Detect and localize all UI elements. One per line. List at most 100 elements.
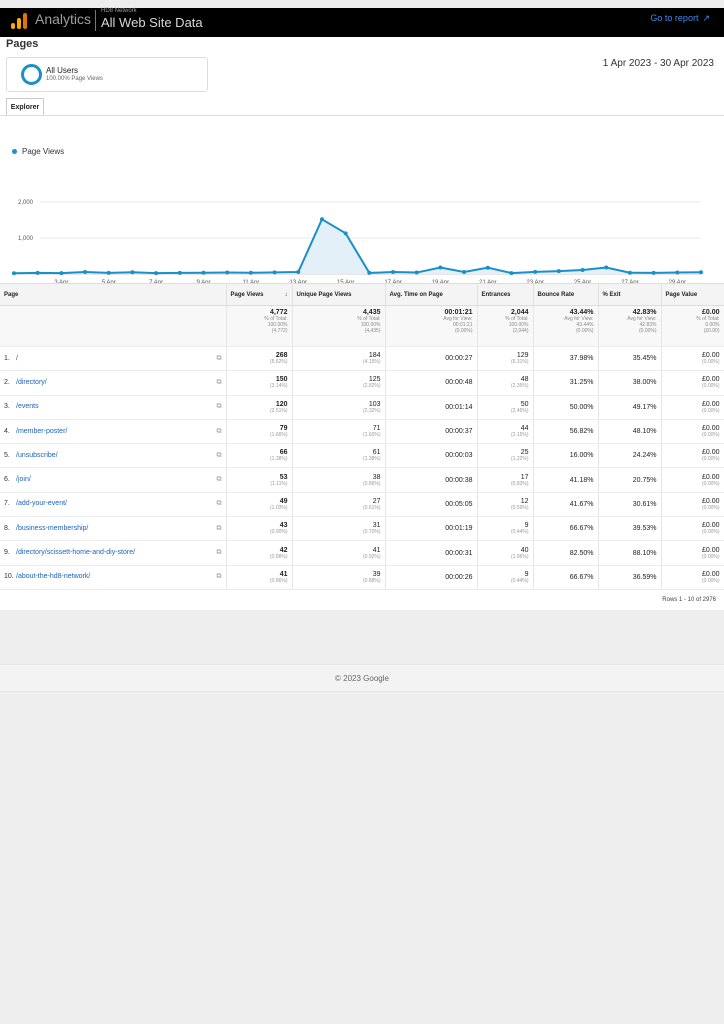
data-point — [201, 270, 206, 275]
page-link[interactable]: / — [16, 354, 18, 362]
footer: © 2023 Google — [0, 664, 724, 692]
bounce-rate-cell: 50.00% — [533, 395, 599, 420]
open-page-icon[interactable]: ⧉ — [216, 476, 222, 484]
totals-line: 100.00% — [508, 322, 529, 328]
table-row[interactable]: 4./member-poster/⧉ 79 (1.66%) 71 (1.60%) 00:0… — [0, 419, 724, 445]
row-index: 10. — [4, 573, 14, 581]
page-link[interactable]: /add-your-event/ — [16, 500, 67, 508]
open-page-icon[interactable]: ⧉ — [216, 427, 222, 435]
page-link[interactable]: /member-poster/ — [16, 427, 68, 435]
open-page-icon[interactable]: ⧉ — [216, 403, 222, 411]
table-row[interactable]: 5./unsubscribe/⧉ 66 (1.38%) 61 (1.38%) 00:00:… — [0, 443, 724, 469]
unique-views-value: 71 — [372, 425, 381, 433]
table-row[interactable]: 10./about-the-hd8-network/ ⧉ 41 (0.86%) 39 (0… — [0, 565, 724, 590]
open-page-icon[interactable]: ⧉ — [216, 524, 222, 532]
page-value-value: £0.00 — [701, 473, 720, 481]
open-page-icon[interactable]: ⧉ — [216, 378, 222, 386]
page-value-cell: £0.00 (0.00%) — [661, 540, 724, 566]
page-views-value: 49 — [279, 497, 288, 505]
totals-line: Avg for View: — [564, 316, 594, 322]
col-header-page-views[interactable]: Page Views ↓ — [226, 283, 293, 306]
page-views-cell: 120 (2.51%) — [226, 395, 293, 420]
exit-cell: 24.24% — [598, 443, 662, 469]
data-point — [83, 270, 88, 275]
page-link[interactable]: /business-membership/ — [16, 524, 89, 532]
totals-cell: 4,772% of Total: 100.00% (4,772) — [226, 305, 293, 347]
data-point — [556, 269, 561, 274]
totals-cell: 00:01:21 Avg for View: 00:01:21 (0.00%) — [385, 305, 478, 347]
row-index: 4. — [4, 427, 10, 435]
page-link[interactable]: /about-the-hd8-network/ — [16, 573, 91, 581]
totals-value: 43.44% — [569, 309, 594, 316]
open-page-icon[interactable]: ⧉ — [216, 549, 222, 557]
row-index: 1. — [4, 354, 10, 362]
totals-value: 4,772 — [269, 309, 288, 316]
legend-label: Page Views — [22, 147, 65, 156]
unique-views-pct: (2.82%) — [362, 383, 381, 390]
data-point — [533, 269, 538, 274]
rows-info: Rows 1 - 10 of 2976 — [662, 597, 716, 603]
open-page-icon[interactable]: ⧉ — [216, 573, 222, 581]
table-row[interactable]: 2./directory/⧉ 150 (3.14%) 125 (2.82%) 00:00:… — [0, 370, 724, 396]
page-views-cell: 53 (1.11%) — [226, 467, 293, 493]
page-views-pct: (1.38%) — [269, 456, 288, 463]
date-range[interactable]: 1 Apr 2023 - 30 Apr 2023 — [602, 58, 714, 69]
page-views-value: 66 — [279, 449, 288, 457]
col-header-page[interactable]: Page — [0, 283, 227, 306]
entrances-value: 12 — [520, 497, 529, 505]
totals-line: 0.00% — [705, 322, 720, 328]
page-link[interactable]: /directory/ — [16, 378, 47, 386]
table-row[interactable]: 8./business-membership/⧉ 43 (0.90%) 31 (0.70… — [0, 516, 724, 542]
page-value-cell: £0.00 (0.00%) — [661, 395, 724, 420]
x-tick-label: 23 Apr — [526, 280, 543, 283]
segment-subtitle: 100.00% Page Views — [46, 76, 103, 82]
data-point — [414, 270, 419, 275]
page-views-cell: 41 (0.86%) — [226, 565, 293, 590]
entrances-value: 40 — [520, 546, 529, 554]
unique-views-value: 61 — [372, 449, 381, 457]
col-header-avg-time[interactable]: Avg. Time on Page — [385, 283, 478, 306]
col-header-exit[interactable]: % Exit — [598, 283, 662, 306]
page-link[interactable]: /directory/scissett-home-and-diy-store/ — [16, 549, 136, 557]
page-link[interactable]: /join/ — [16, 476, 31, 484]
table-row[interactable]: 7./add-your-event/⧉ 49 (1.03%) 27 (0.61%) 00:… — [0, 492, 724, 518]
table-row[interactable]: 3./events ⧉ 120 (2.51%) 103 (2.32%) 00:01:14 50… — [0, 395, 724, 420]
tab-explorer[interactable]: Explorer — [6, 98, 44, 116]
unique-views-pct: (0.86%) — [362, 480, 381, 487]
unique-views-cell: 39 (0.88%) — [292, 565, 386, 590]
data-point — [296, 270, 301, 275]
go-to-report-link[interactable]: Go to report ↗ — [650, 13, 710, 24]
unique-views-cell: 125 (2.82%) — [292, 370, 386, 396]
avg-time-cell: 00:00:48 — [385, 370, 478, 396]
page-link[interactable]: /unsubscribe/ — [16, 451, 58, 459]
totals-cell: 2,044% of Total: 100.00% (2,044) — [477, 305, 534, 347]
copyright: © 2023 Google — [335, 674, 389, 683]
unique-views-cell: 27 (0.61%) — [292, 492, 386, 518]
bounce-rate-cell: 31.25% — [533, 370, 599, 396]
open-page-icon[interactable]: ⧉ — [216, 354, 222, 362]
segment-card[interactable]: All Users 100.00% Page Views — [6, 57, 208, 92]
entrances-pct: (6.31%) — [510, 359, 529, 366]
page-value-pct: (0.00%) — [701, 456, 720, 463]
page-link[interactable]: /events — [16, 403, 39, 411]
entrances-pct: (1.22%) — [510, 456, 529, 463]
totals-line: (0.00%) — [454, 328, 473, 334]
table-row[interactable]: 6./join/⧉ 53 (1.11%) 38 (0.86%) 00:00:38 17 (0.… — [0, 467, 724, 493]
col-header-bounce-rate[interactable]: Bounce Rate — [533, 283, 599, 306]
view-name[interactable]: All Web Site Data — [101, 15, 203, 30]
data-point — [509, 271, 514, 276]
page-value-value: £0.00 — [701, 546, 720, 554]
col-header-page-value[interactable]: Page Value — [661, 283, 724, 306]
page-value-value: £0.00 — [701, 376, 720, 384]
col-header-entrances[interactable]: Entrances — [477, 283, 534, 306]
x-tick-label: 29 Apr — [669, 280, 686, 283]
page-views-pct: (1.66%) — [269, 432, 288, 439]
table-row[interactable]: 9. /directory/scissett-home-and-diy-store… — [0, 540, 724, 566]
open-page-icon[interactable]: ⧉ — [216, 451, 222, 459]
series-line — [13, 217, 702, 275]
x-tick-label: 3 Apr — [54, 280, 68, 283]
totals-line: % of Total: — [264, 316, 288, 322]
col-header-unique-page-views[interactable]: Unique Page Views — [292, 283, 386, 306]
open-page-icon[interactable]: ⧉ — [216, 500, 222, 508]
table-row[interactable]: 1. / ⧉ 268 (5.62%) 184 (4.15%) 00:00:27 129 (6.31… — [0, 346, 724, 372]
